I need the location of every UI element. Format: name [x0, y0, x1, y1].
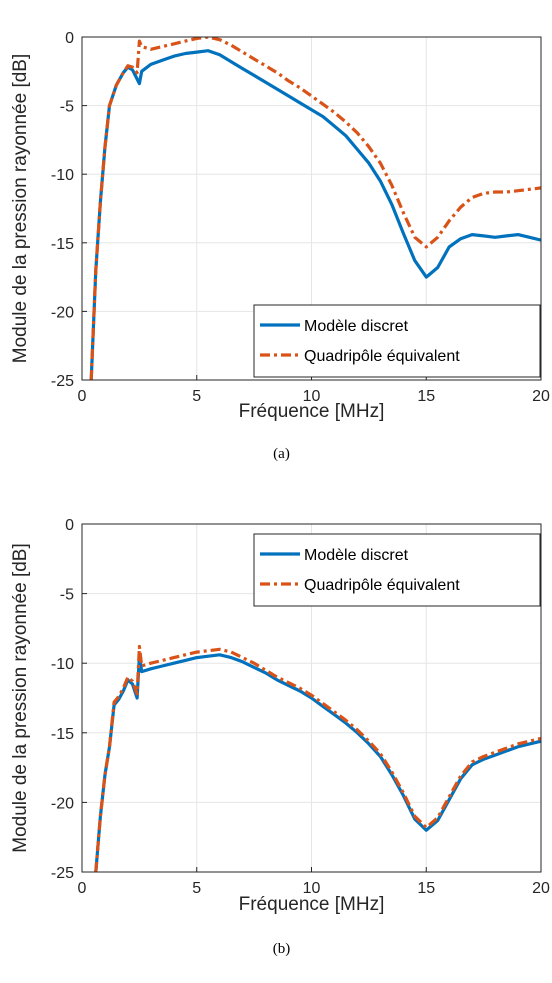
- series-line-modele-discret: [89, 49, 541, 380]
- y-tick-label: -5: [60, 587, 74, 604]
- y-tick-label: 0: [65, 517, 74, 534]
- legend-label-quadripole-equivalent: Quadripôle équivalent: [304, 348, 460, 365]
- y-tick-label: -10: [51, 656, 74, 673]
- legend-box: [253, 533, 541, 607]
- x-tick-label: 5: [192, 880, 201, 897]
- y-tick-label: -20: [51, 304, 74, 321]
- chart-panel-b: 0 5 10 15 20 0 -5 -10 -15 -20 -25 Fréquence [MHz] Mo…: [10, 517, 550, 957]
- y-axis-label: Module de la pression rayonnée [dB]: [10, 54, 31, 363]
- series-group: [89, 37, 541, 380]
- x-tick-label: 15: [417, 388, 435, 405]
- figure-caption: (a): [273, 446, 290, 462]
- x-axis-label: Fréquence [MHz]: [239, 401, 385, 422]
- legend-box: [253, 304, 541, 378]
- y-tick-label: -25: [51, 373, 74, 390]
- y-tick-label: -15: [51, 726, 74, 743]
- x-tick-label: 20: [532, 880, 550, 897]
- series-line-quadripole-equivalent: [89, 37, 541, 380]
- y-tick-label: 0: [65, 30, 74, 47]
- y-tick-label: -20: [51, 795, 74, 812]
- figure-caption: (b): [273, 941, 291, 957]
- legend-label-quadripole-equivalent: Quadripôle équivalent: [304, 577, 460, 594]
- legend: Modèle discret Quadripôle équivalent: [253, 533, 541, 607]
- y-tick-label: -10: [51, 167, 74, 184]
- series-group: [94, 644, 541, 872]
- x-tick-label: 0: [78, 388, 87, 405]
- series-line-quadripole-equivalent: [94, 644, 541, 872]
- x-tick-label: 10: [303, 388, 321, 405]
- legend-label-modele-discret: Modèle discret: [304, 318, 409, 335]
- x-tick-label: 0: [78, 880, 87, 897]
- chart-panel-a: 0 5 10 15 20 0 -5 -10 -15 -20 -25 Fréquence [MHz] Mo…: [10, 30, 550, 462]
- y-axis-label: Module de la pression rayonnée [dB]: [10, 543, 31, 852]
- series-line-modele-discret: [94, 653, 541, 872]
- y-tick-label: -5: [60, 99, 74, 116]
- x-axis-label: Fréquence [MHz]: [239, 894, 385, 915]
- x-tick-label: 20: [532, 388, 550, 405]
- x-tick-label: 5: [192, 388, 201, 405]
- y-tick-label: -15: [51, 236, 74, 253]
- legend-label-modele-discret: Modèle discret: [304, 547, 409, 564]
- x-tick-label: 10: [303, 880, 321, 897]
- y-tick-label: -25: [51, 865, 74, 882]
- x-tick-label: 15: [417, 880, 435, 897]
- legend: Modèle discret Quadripôle équivalent: [253, 304, 541, 378]
